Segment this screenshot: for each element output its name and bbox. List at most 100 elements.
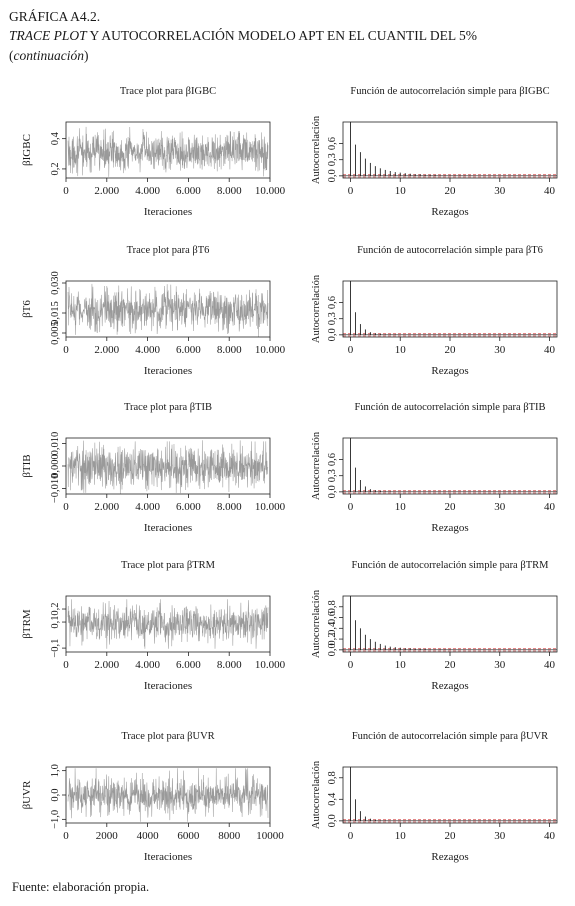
x-tick-label: 2.000 (94, 659, 119, 671)
y-tick-label: 0,2 (50, 602, 61, 615)
x-tick-label: 4.000 (135, 501, 160, 513)
x-tick-label: 8.000 (217, 185, 242, 197)
figure-subtitle: (continuación) (9, 47, 89, 65)
subtitle-close-paren: ) (84, 48, 89, 63)
panel-title: Trace plot para βUVR (121, 731, 214, 742)
y-tick-label: 0,8 (327, 771, 338, 784)
panel-title: Función de autocorrelación simple para β… (350, 86, 549, 97)
x-tick-label: 6.000 (176, 659, 201, 671)
panel-title: Función de autocorrelación simple para β… (352, 731, 548, 742)
x-tick-label: 8.000 (217, 501, 242, 513)
x-tick-label: 10 (395, 501, 407, 513)
subtitle-open-paren: ( (9, 48, 14, 63)
y-tick-label: 0,000 (50, 454, 61, 478)
x-tick-label: 0 (63, 185, 69, 197)
x-tick-label: 0 (348, 659, 354, 671)
x-tick-label: 20 (445, 501, 457, 513)
source-note: Fuente: elaboración propia. (12, 880, 150, 894)
x-tick-label: 0 (63, 344, 69, 356)
x-tick-label: 0 (348, 344, 354, 356)
acf-panel-5: Función de autocorrelación simple para β… (311, 731, 558, 863)
panel-title: Función de autocorrelación simple para β… (357, 245, 543, 256)
y-tick-label: 0,8 (327, 600, 338, 613)
y-tick-label: 0,1 (50, 615, 61, 628)
plot-frame (342, 766, 558, 824)
x-tick-label: 2.000 (94, 185, 119, 197)
trace-panel-4: Trace plot para βTRM 0 2.000 4.000 6.000 8.00… (21, 560, 286, 692)
x-tick-label: 20 (445, 659, 457, 671)
y-tick-label: 0,005 (50, 321, 61, 345)
y-tick-label: 0,3 (327, 312, 338, 325)
y-tick-label: 0,3 (327, 469, 338, 482)
figure-number: GRÁFICA A4.2. (9, 9, 101, 24)
y-tick-label: 0,0 (327, 485, 338, 498)
trace-series-line (67, 768, 269, 822)
y-tick-label: 0,4 (50, 131, 61, 145)
acf-panel-1: Función de autocorrelación simple para β… (311, 86, 558, 218)
x-tick-label: 40 (544, 344, 556, 356)
x-tick-label: 0 (348, 830, 354, 842)
x-axis-label: Iteraciones (144, 680, 192, 692)
y-tick-label: 0,4 (327, 621, 338, 635)
x-axis-label: Rezagos (431, 851, 468, 863)
y-tick-label: 0,030 (50, 271, 61, 295)
x-tick-label: 6.000 (176, 344, 201, 356)
y-tick-label: 0,6 (327, 137, 338, 150)
x-tick-label: 40 (544, 501, 556, 513)
y-tick-label: 0,4 (327, 792, 338, 806)
y-axis-label: Autocorrelación (311, 274, 322, 343)
x-tick-label: 4.000 (135, 659, 160, 671)
x-tick-label: 4.000 (135, 185, 160, 197)
y-tick-label: 0,2 (50, 162, 61, 175)
x-tick-label: 30 (494, 344, 506, 356)
x-axis-label: Rezagos (431, 522, 468, 534)
x-axis-label: Iteraciones (144, 522, 192, 534)
x-tick-label: 0 (348, 501, 354, 513)
trace-panel-5: Trace plot para βUVR 0 2000 4000 6000 8000 100… (21, 731, 284, 863)
x-tick-label: 30 (494, 659, 506, 671)
acf-panel-2: Función de autocorrelación simple para β… (311, 245, 558, 377)
y-tick-label: 0,6 (327, 611, 338, 624)
x-tick-label: 40 (544, 185, 556, 197)
figure-title: TRACE PLOT Y AUTOCORRELACIÓN MODELO APT … (9, 27, 477, 45)
y-tick-label: 0,0 (327, 814, 338, 827)
y-axis-label: βIGBC (21, 134, 33, 166)
acf-panel-3: Función de autocorrelación simple para β… (311, 402, 558, 534)
acf-panel-4: Función de autocorrelación simple para β… (311, 560, 558, 692)
panel-title: Trace plot para βTRM (121, 560, 216, 571)
x-axis-label: Rezagos (431, 680, 468, 692)
x-tick-label: 8000 (218, 830, 241, 842)
panel-title: Trace plot para βIGBC (120, 86, 216, 97)
y-axis-label: Autocorrelación (311, 431, 322, 500)
y-tick-label: −0,010 (50, 474, 61, 504)
figure-title-rest: Y AUTOCORRELACIÓN MODELO APT EN EL CUANT… (86, 28, 478, 43)
x-tick-label: 40 (544, 830, 556, 842)
x-tick-label: 30 (494, 501, 506, 513)
y-tick-label: −1,0 (50, 810, 61, 829)
x-tick-label: 0 (63, 830, 69, 842)
trace-panel-1: Trace plot para βIGBC 0 2.000 4.000 6.000 8.0… (21, 86, 286, 218)
x-tick-label: 30 (494, 185, 506, 197)
panel-title: Función de autocorrelación simple para β… (352, 560, 550, 571)
x-tick-label: 0 (348, 185, 354, 197)
plot-frame (65, 121, 271, 179)
x-axis-label: Rezagos (431, 206, 468, 218)
x-tick-label: 10 (395, 185, 407, 197)
x-tick-label: 10 (395, 830, 407, 842)
y-axis-label: βTIB (21, 454, 33, 477)
plot-frame (342, 437, 558, 495)
y-axis-label: Autocorrelación (311, 115, 322, 184)
trace-panel-3: Trace plot para βTIB 0 2.000 4.000 6.000 8.00… (21, 402, 286, 534)
y-tick-label: 0,0 (327, 169, 338, 182)
subtitle-italic: continuación (13, 48, 85, 63)
y-tick-label: 0,6 (327, 296, 338, 309)
x-tick-label: 10 (395, 344, 407, 356)
x-tick-label: 10.000 (255, 501, 286, 513)
plot-frame (342, 280, 558, 338)
x-axis-label: Iteraciones (144, 365, 192, 377)
plot-frame (65, 595, 271, 653)
x-axis-label: Iteraciones (144, 206, 192, 218)
x-tick-label: 0 (63, 501, 69, 513)
x-tick-label: 10.000 (255, 185, 286, 197)
